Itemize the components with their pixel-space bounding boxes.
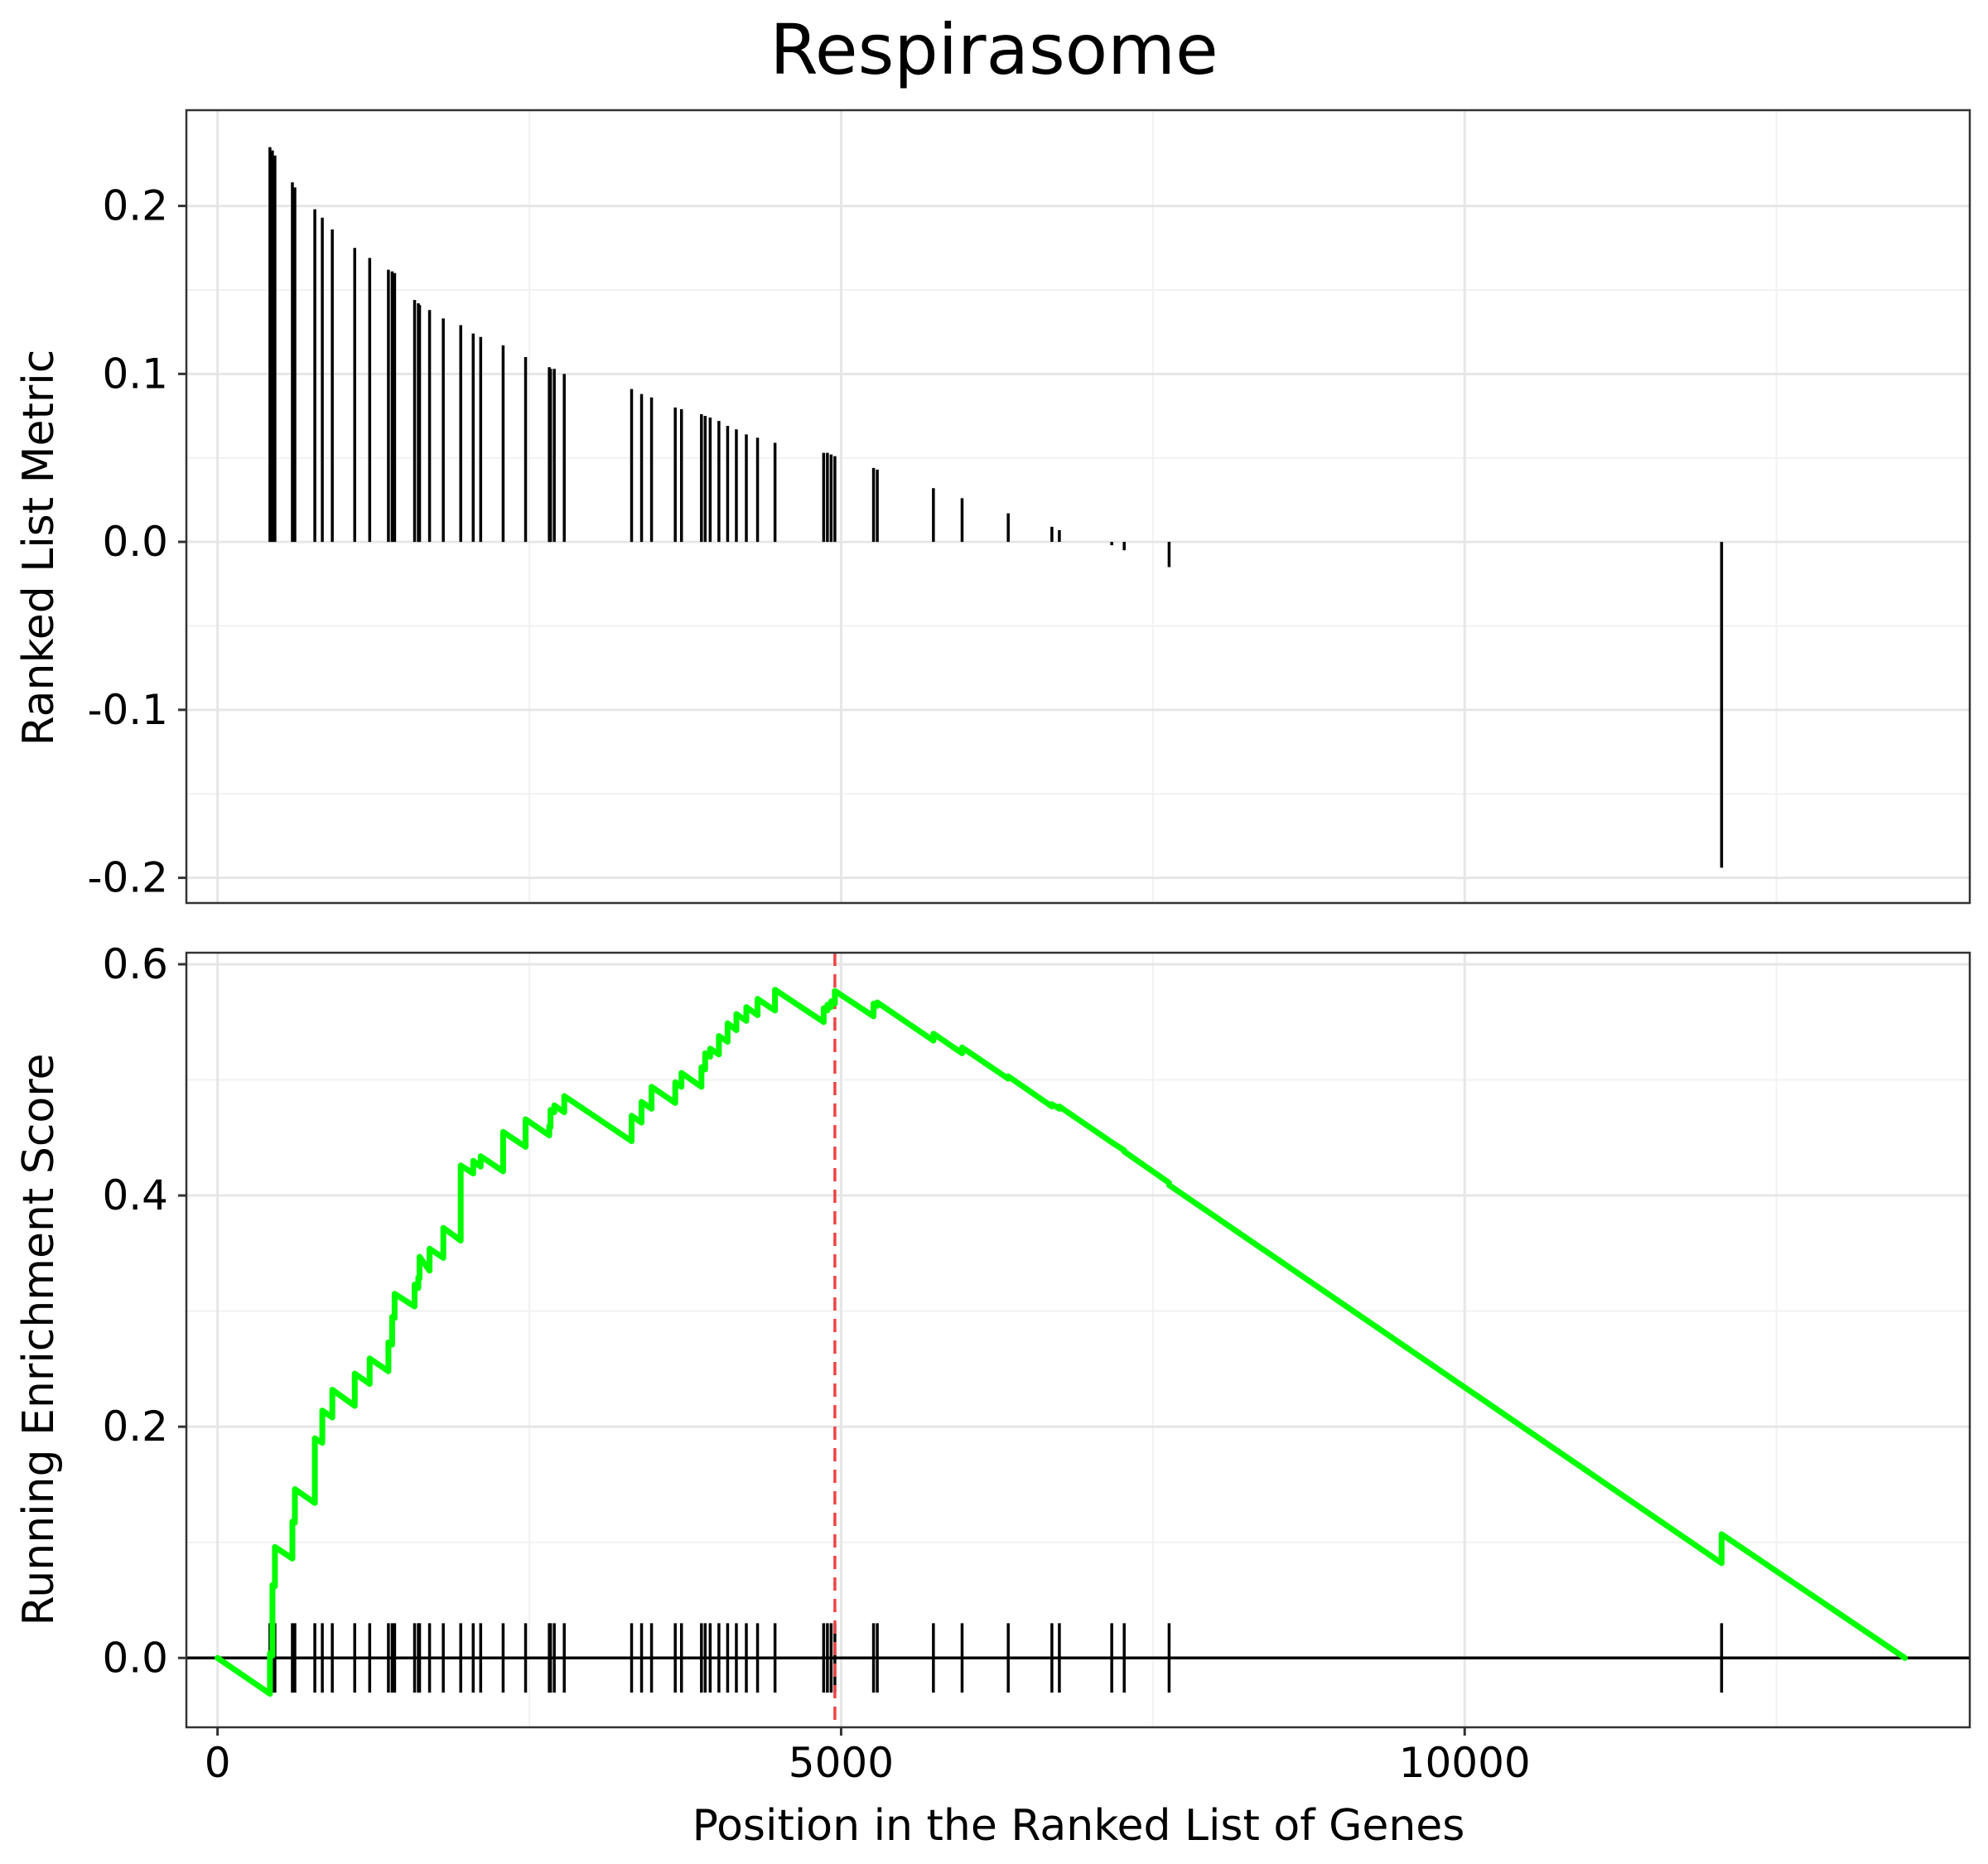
running-es-panel: 0.6 0.4 0.2 0.0 0 5000 10000 <box>102 940 1971 1787</box>
ranked-metric-ylabel: Ranked List Metric <box>14 350 64 746</box>
running-es-ylabel: Running Enrichment Score <box>14 1054 64 1626</box>
running-es-line <box>215 987 1908 1697</box>
top-panel-border <box>185 109 1971 905</box>
ranked-metric-y-tick-label: -0.1 <box>87 686 168 734</box>
ranked-metric-y-tick-label: -0.2 <box>87 854 168 902</box>
ranked-metric-y-tick-label: 0.1 <box>102 350 168 398</box>
ranked-metric-y-tick-label: 0.2 <box>102 182 168 230</box>
running-es-y-tick-label: 0.2 <box>102 1403 168 1451</box>
bottom-panel-border <box>185 951 1971 1729</box>
x-tick-label: 0 <box>205 1739 231 1787</box>
running-es-y-tick-label: 0.6 <box>102 940 168 988</box>
ranked-metric-y-tick-label: 0.0 <box>102 518 168 566</box>
running-es-y-tick-label: 0.0 <box>102 1634 168 1682</box>
chart-title: Respirasome <box>770 9 1218 90</box>
running-es-y-tick-label: 0.4 <box>102 1171 168 1219</box>
x-tick-label: 5000 <box>789 1739 894 1787</box>
x-axis-label: Position in the Ranked List of Genes <box>692 1801 1465 1851</box>
ranked-metric-panel: 0.2 0.1 0.0 -0.1 -0.2 <box>87 109 1971 905</box>
x-tick-label: 10000 <box>1399 1739 1531 1787</box>
